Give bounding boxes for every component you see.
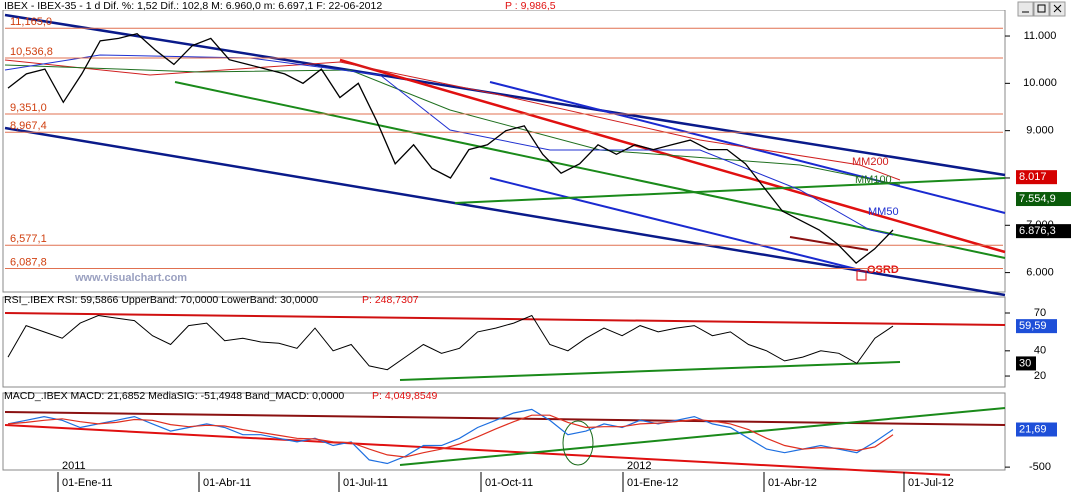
header: IBEX - IBEX-35 - 1 d Dif. %: 1,52 Dif.: … (4, 0, 382, 12)
trend-green-2 (454, 177, 1006, 204)
value-flag (1016, 170, 1057, 185)
year-label: 2011 (62, 460, 86, 472)
channel-bottom (4, 126, 1006, 297)
y-tick-label: 10.000 (1023, 77, 1057, 89)
value-flag (1016, 224, 1071, 239)
value-flag-label: 8.017 (1019, 171, 1047, 183)
date-label: 01-Jul-12 (908, 477, 954, 489)
value-flag (1016, 192, 1071, 207)
level-label: 10,536,8 (10, 46, 53, 58)
rsi-trend-green (399, 361, 901, 381)
watermark: www.visualchart.com (74, 272, 187, 284)
date-label: 01-Ene-11 (62, 477, 113, 489)
trend-blue-2 (489, 177, 861, 271)
value-flag-label: 6.876,3 (1019, 225, 1056, 237)
close-icon (1053, 4, 1062, 13)
value-flag (1016, 356, 1036, 371)
macd-header-extra: P: 4,049,8549 (372, 390, 438, 402)
value-flag-label: 7.554,9 (1019, 193, 1056, 205)
rsi-header: RSI_.IBEX RSI: 59,5866 UpperBand: 70,000… (4, 294, 318, 306)
value-flag-label: 21,69 (1019, 423, 1047, 435)
trend-red (339, 58, 1006, 254)
maximize-icon (1037, 4, 1046, 13)
y-tick-label: 6.000 (1026, 267, 1054, 279)
level-label: 6,577,1 (10, 233, 47, 245)
y-tick-label: 40 (1034, 345, 1046, 357)
window-buttons[interactable] (1017, 1, 1066, 17)
rsi-line (7, 314, 894, 371)
mm200-label: MM200 (852, 156, 889, 168)
date-label: 01-Abr-12 (768, 477, 817, 489)
macd-series (7, 414, 894, 458)
date-label: 01-Jul-11 (343, 477, 388, 489)
rsi-header-extra: P: 248,7307 (362, 294, 419, 306)
price-line (7, 32, 894, 264)
value-flag-label: 59,59 (1019, 320, 1047, 332)
osrd-label: OSRD (867, 264, 899, 276)
rsi-frame (2, 296, 1006, 388)
level-label: 6,087,8 (10, 256, 47, 268)
value-flag-label: 30 (1019, 357, 1031, 369)
trend-short (789, 236, 869, 251)
date-label: 01-Oct-11 (485, 477, 533, 489)
macd-header: MACD_.IBEX MACD: 21,6852 MediaSIG: -51,4… (4, 390, 344, 402)
date-label: 01-Abr-11 (203, 477, 251, 489)
mm100-label: MM100 (855, 174, 892, 186)
value-flag (1016, 319, 1057, 334)
macd-frame (2, 392, 1006, 471)
maximize[interactable] (1033, 1, 1050, 17)
header-extra: P : 9,986,5 (505, 0, 556, 12)
y-tick-label: 20 (1034, 370, 1046, 382)
level-label: 9,351,0 (10, 102, 47, 114)
ma100 (4, 64, 901, 186)
macd-trend-red (4, 424, 951, 476)
macd-series (7, 408, 894, 465)
ma50 (4, 54, 894, 236)
drawings (4, 13, 1006, 476)
value-flag (1016, 422, 1057, 437)
y-tick-label: 9.000 (1026, 125, 1054, 137)
macd-trend-green (399, 407, 1006, 466)
mm50-label: MM50 (868, 206, 899, 218)
y-tick-label: 11.000 (1024, 30, 1057, 42)
macd-circle (562, 420, 594, 466)
year-label: 2012 (627, 460, 651, 472)
level-label: 8,967,4 (10, 120, 47, 132)
y-tick-label: -500 (1029, 461, 1051, 473)
header-bar (0, 0, 1071, 10)
y-tick-label: 70 (1034, 307, 1046, 319)
ma200 (4, 59, 901, 181)
date-label: 01-Ene-12 (627, 477, 678, 489)
channel-top (4, 13, 1006, 177)
minimize[interactable] (1017, 1, 1034, 17)
level-label: 11,165,0 (10, 16, 52, 28)
rsi-trend-red (4, 312, 1006, 326)
osrd-marker (856, 270, 867, 281)
